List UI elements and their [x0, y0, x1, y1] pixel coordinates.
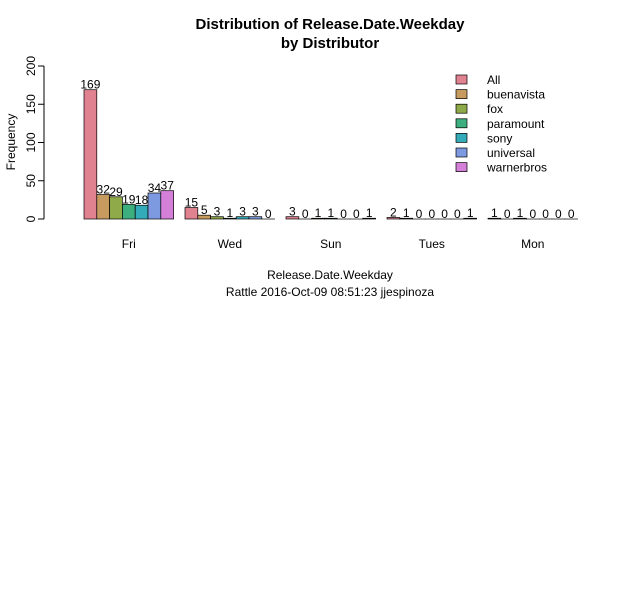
- data-label-wed-paramount: 1: [226, 206, 233, 220]
- y-tick-label: 200: [24, 56, 38, 76]
- bar-group-wed: [184, 207, 275, 220]
- legend-swatch: [455, 103, 468, 114]
- bar-wed-All: [184, 207, 199, 220]
- data-label-fri-buenavista: 32: [97, 183, 111, 197]
- legend-item-universal: universal: [455, 146, 535, 160]
- data-label-tues-fox: 0: [416, 207, 423, 221]
- legend-item-buenavista: buenavista: [455, 88, 545, 102]
- data-label-wed-universal: 3: [252, 205, 259, 219]
- bar-sun-warnerbros: [362, 217, 376, 220]
- legend-item-fox: fox: [455, 102, 503, 116]
- y-tick-label: 0: [24, 215, 38, 222]
- legend-item-sony: sony: [455, 131, 512, 145]
- data-label-sun-buenavista: 0: [302, 207, 309, 221]
- bar-tues-buenavista: [399, 217, 413, 220]
- y-axis: 0 50 100 150 200: [24, 56, 45, 222]
- data-label-fri-All: 169: [80, 78, 100, 92]
- bar-sun-paramount: [324, 217, 338, 220]
- data-label-sun-warnerbros: 1: [366, 206, 373, 220]
- legend-label: warnerbros: [486, 161, 547, 175]
- x-axis-label: Release.Date.Weekday: [267, 268, 393, 282]
- bar-group-fri: [83, 89, 174, 220]
- data-label-wed-fox: 3: [214, 205, 221, 219]
- data-label-mon-universal: 0: [555, 207, 562, 221]
- data-label-wed-buenavista: 5: [201, 203, 208, 217]
- bar-tues-warnerbros: [463, 217, 477, 220]
- data-label-tues-All: 2: [390, 205, 397, 219]
- data-label-tues-paramount: 0: [428, 207, 435, 221]
- data-label-wed-All: 15: [185, 196, 199, 210]
- category-label-mon: Mon: [521, 237, 544, 251]
- chart-title-line-1: Distribution of Release.Date.Weekday: [196, 16, 466, 33]
- bar-mon-All: [487, 217, 502, 220]
- bar-wed-universal: [248, 216, 263, 220]
- category-label-fri: Fri: [122, 237, 136, 251]
- bar-groups: [83, 89, 578, 220]
- legend-swatch: [455, 162, 468, 172]
- bar-group-tues: [386, 217, 477, 220]
- legend-label: paramount: [487, 117, 545, 131]
- data-label-mon-All: 1: [491, 206, 498, 220]
- category-label-sun: Sun: [320, 237, 341, 251]
- data-label-fri-sony: 18: [135, 193, 149, 207]
- bar-group-sun: [285, 216, 376, 220]
- chart-title-line-2: by Distributor: [281, 35, 379, 52]
- bar-fri-paramount: [122, 204, 136, 220]
- chart-subtitle: Rattle 2016-Oct-09 08:51:23 jjespinoza: [226, 285, 434, 299]
- data-label-fri-universal: 34: [148, 181, 162, 195]
- data-label-tues-sony: 0: [441, 207, 448, 221]
- legend-swatch: [455, 89, 468, 99]
- legend-label: universal: [487, 146, 535, 160]
- y-tick-label: 150: [24, 94, 38, 114]
- bar-fri-fox: [109, 196, 123, 220]
- category-label-wed: Wed: [218, 237, 242, 251]
- data-label-mon-warnerbros: 0: [568, 207, 575, 221]
- bar-mon-fox: [513, 217, 527, 220]
- category-labels: Fri Wed Sun Tues Mon: [122, 237, 545, 251]
- data-label-fri-paramount: 19: [122, 192, 136, 206]
- data-label-fri-warnerbros: 37: [161, 179, 175, 193]
- data-label-sun-paramount: 1: [327, 206, 334, 220]
- legend-label: buenavista: [487, 88, 545, 102]
- data-label-sun-sony: 0: [340, 207, 347, 221]
- legend-swatch: [455, 147, 468, 158]
- legend-item-warnerbros: warnerbros: [455, 161, 547, 175]
- legend-swatch: [455, 74, 468, 85]
- y-axis-label: Frequency: [4, 114, 18, 171]
- data-label-sun-All: 3: [289, 205, 296, 219]
- bar-group-mon: [487, 217, 578, 220]
- bar-sun-All: [285, 216, 300, 220]
- bar-fri-buenavista: [96, 194, 110, 220]
- data-label-sun-universal: 0: [353, 207, 360, 221]
- legend-label: fox: [487, 102, 503, 116]
- category-label-tues: Tues: [419, 237, 445, 251]
- legend-label: sony: [487, 131, 512, 145]
- data-label-wed-sony: 3: [239, 205, 246, 219]
- bar-fri-warnerbros: [160, 190, 174, 220]
- legend-swatch: [455, 133, 468, 143]
- data-label-fri-fox: 29: [109, 185, 123, 199]
- bar-fri-sony: [134, 204, 149, 220]
- data-label-tues-warnerbros: 1: [467, 206, 474, 220]
- legend: Allbuenavistafoxparamountsonyuniversalwa…: [455, 73, 547, 175]
- legend-label: All: [487, 73, 500, 87]
- legend-swatch: [455, 118, 468, 129]
- data-label-tues-universal: 0: [454, 207, 461, 221]
- data-label-tues-buenavista: 1: [403, 206, 410, 220]
- data-label-sun-fox: 1: [315, 206, 322, 220]
- y-tick-label: 100: [24, 132, 38, 152]
- data-label-mon-fox: 1: [517, 206, 524, 220]
- data-label-mon-buenavista: 0: [504, 207, 511, 221]
- legend-item-All: All: [455, 73, 500, 87]
- bar-wed-fox: [210, 216, 224, 220]
- data-label-mon-sony: 0: [542, 207, 549, 221]
- legend-item-paramount: paramount: [455, 117, 545, 131]
- bar-fri-All: [83, 89, 98, 220]
- data-label-wed-warnerbros: 0: [265, 207, 272, 221]
- y-tick-label: 50: [24, 174, 38, 188]
- data-label-mon-paramount: 0: [529, 207, 536, 221]
- bar-fri-universal: [147, 192, 162, 220]
